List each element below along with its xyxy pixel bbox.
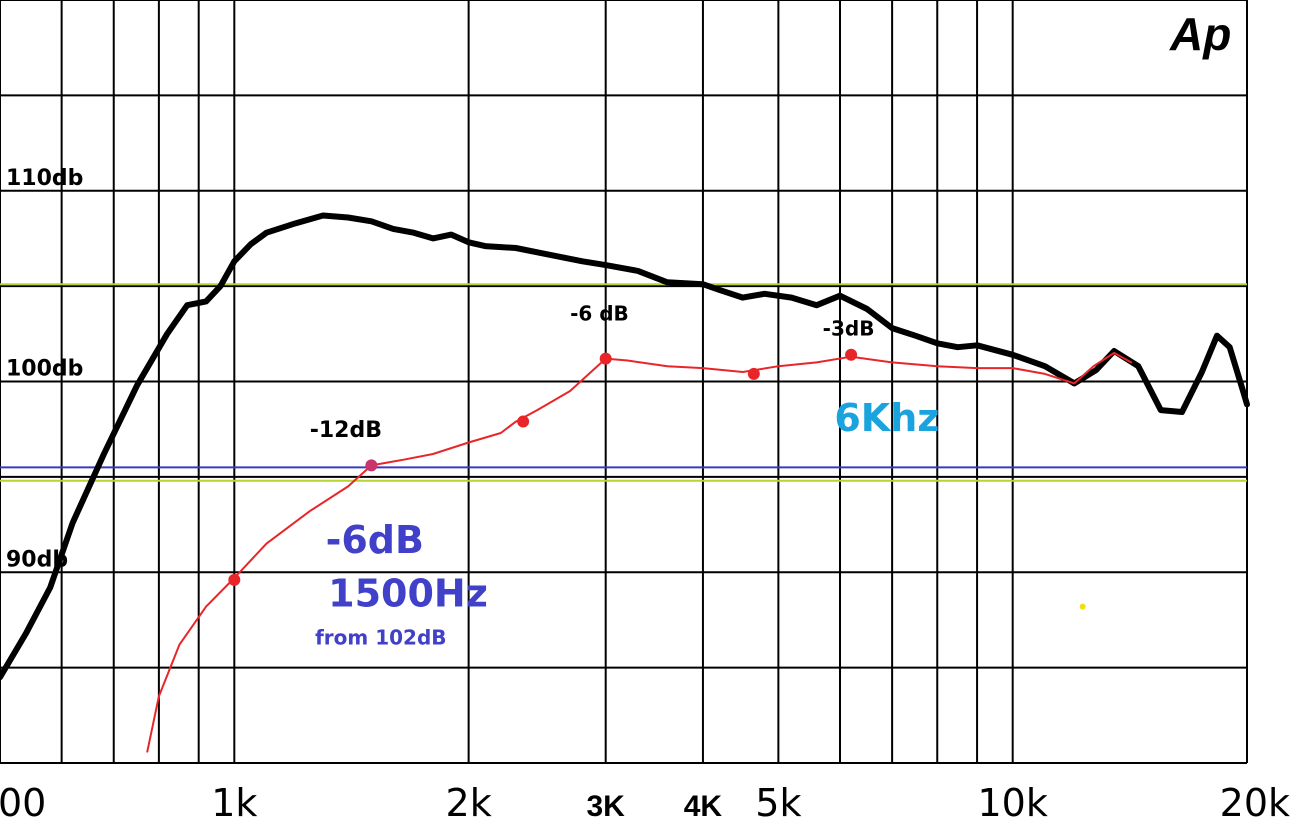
markers-group: [228, 348, 1086, 610]
data-marker: [365, 459, 378, 472]
data-marker: [747, 367, 760, 380]
x-tick-labels: 00 1k 2k 3K 4K 5k 10k 20k: [0, 781, 1290, 825]
x-tick-label: 5k: [755, 781, 801, 825]
y-tick-label: 100db: [6, 357, 83, 382]
ann-1500hz: 1500Hz: [328, 572, 488, 616]
y-tick-label: 90db: [6, 547, 68, 572]
ap-logo: Ap: [1169, 8, 1231, 60]
ann-minus6db: -6dB: [326, 518, 424, 562]
x-tick-label: 2k: [446, 781, 492, 825]
data-marker: [517, 415, 530, 428]
x-tick-label: 1k: [211, 781, 257, 825]
data-marker: [845, 348, 858, 361]
ann-minus3db: -3dB: [823, 317, 875, 341]
x-tick-label: 3K: [587, 790, 626, 823]
grid: [0, 0, 1248, 764]
y-tick-labels: 110db 100db 90db: [6, 166, 83, 573]
x-tick-label: 4K: [684, 790, 723, 823]
annotations-group: -12dB -6 dB -3dB 6Khz -6dB 1500Hz from 102dB: [310, 301, 940, 649]
data-marker: [1079, 603, 1086, 610]
x-tick-label: 20k: [1220, 781, 1290, 825]
data-marker: [599, 352, 612, 365]
ann-from102db: from 102dB: [315, 626, 446, 650]
reference-lines: [0, 283, 1247, 482]
y-tick-label: 110db: [6, 166, 83, 191]
ann-minus12db: -12dB: [310, 418, 382, 443]
x-tick-label: 10k: [978, 781, 1048, 825]
ann-minus6db-3k: -6 dB: [570, 301, 629, 325]
series-line-black: [0, 212, 1250, 681]
data-marker: [228, 573, 241, 586]
x-tick-label: 00: [0, 781, 46, 825]
ann-6khz: 6Khz: [834, 396, 939, 440]
